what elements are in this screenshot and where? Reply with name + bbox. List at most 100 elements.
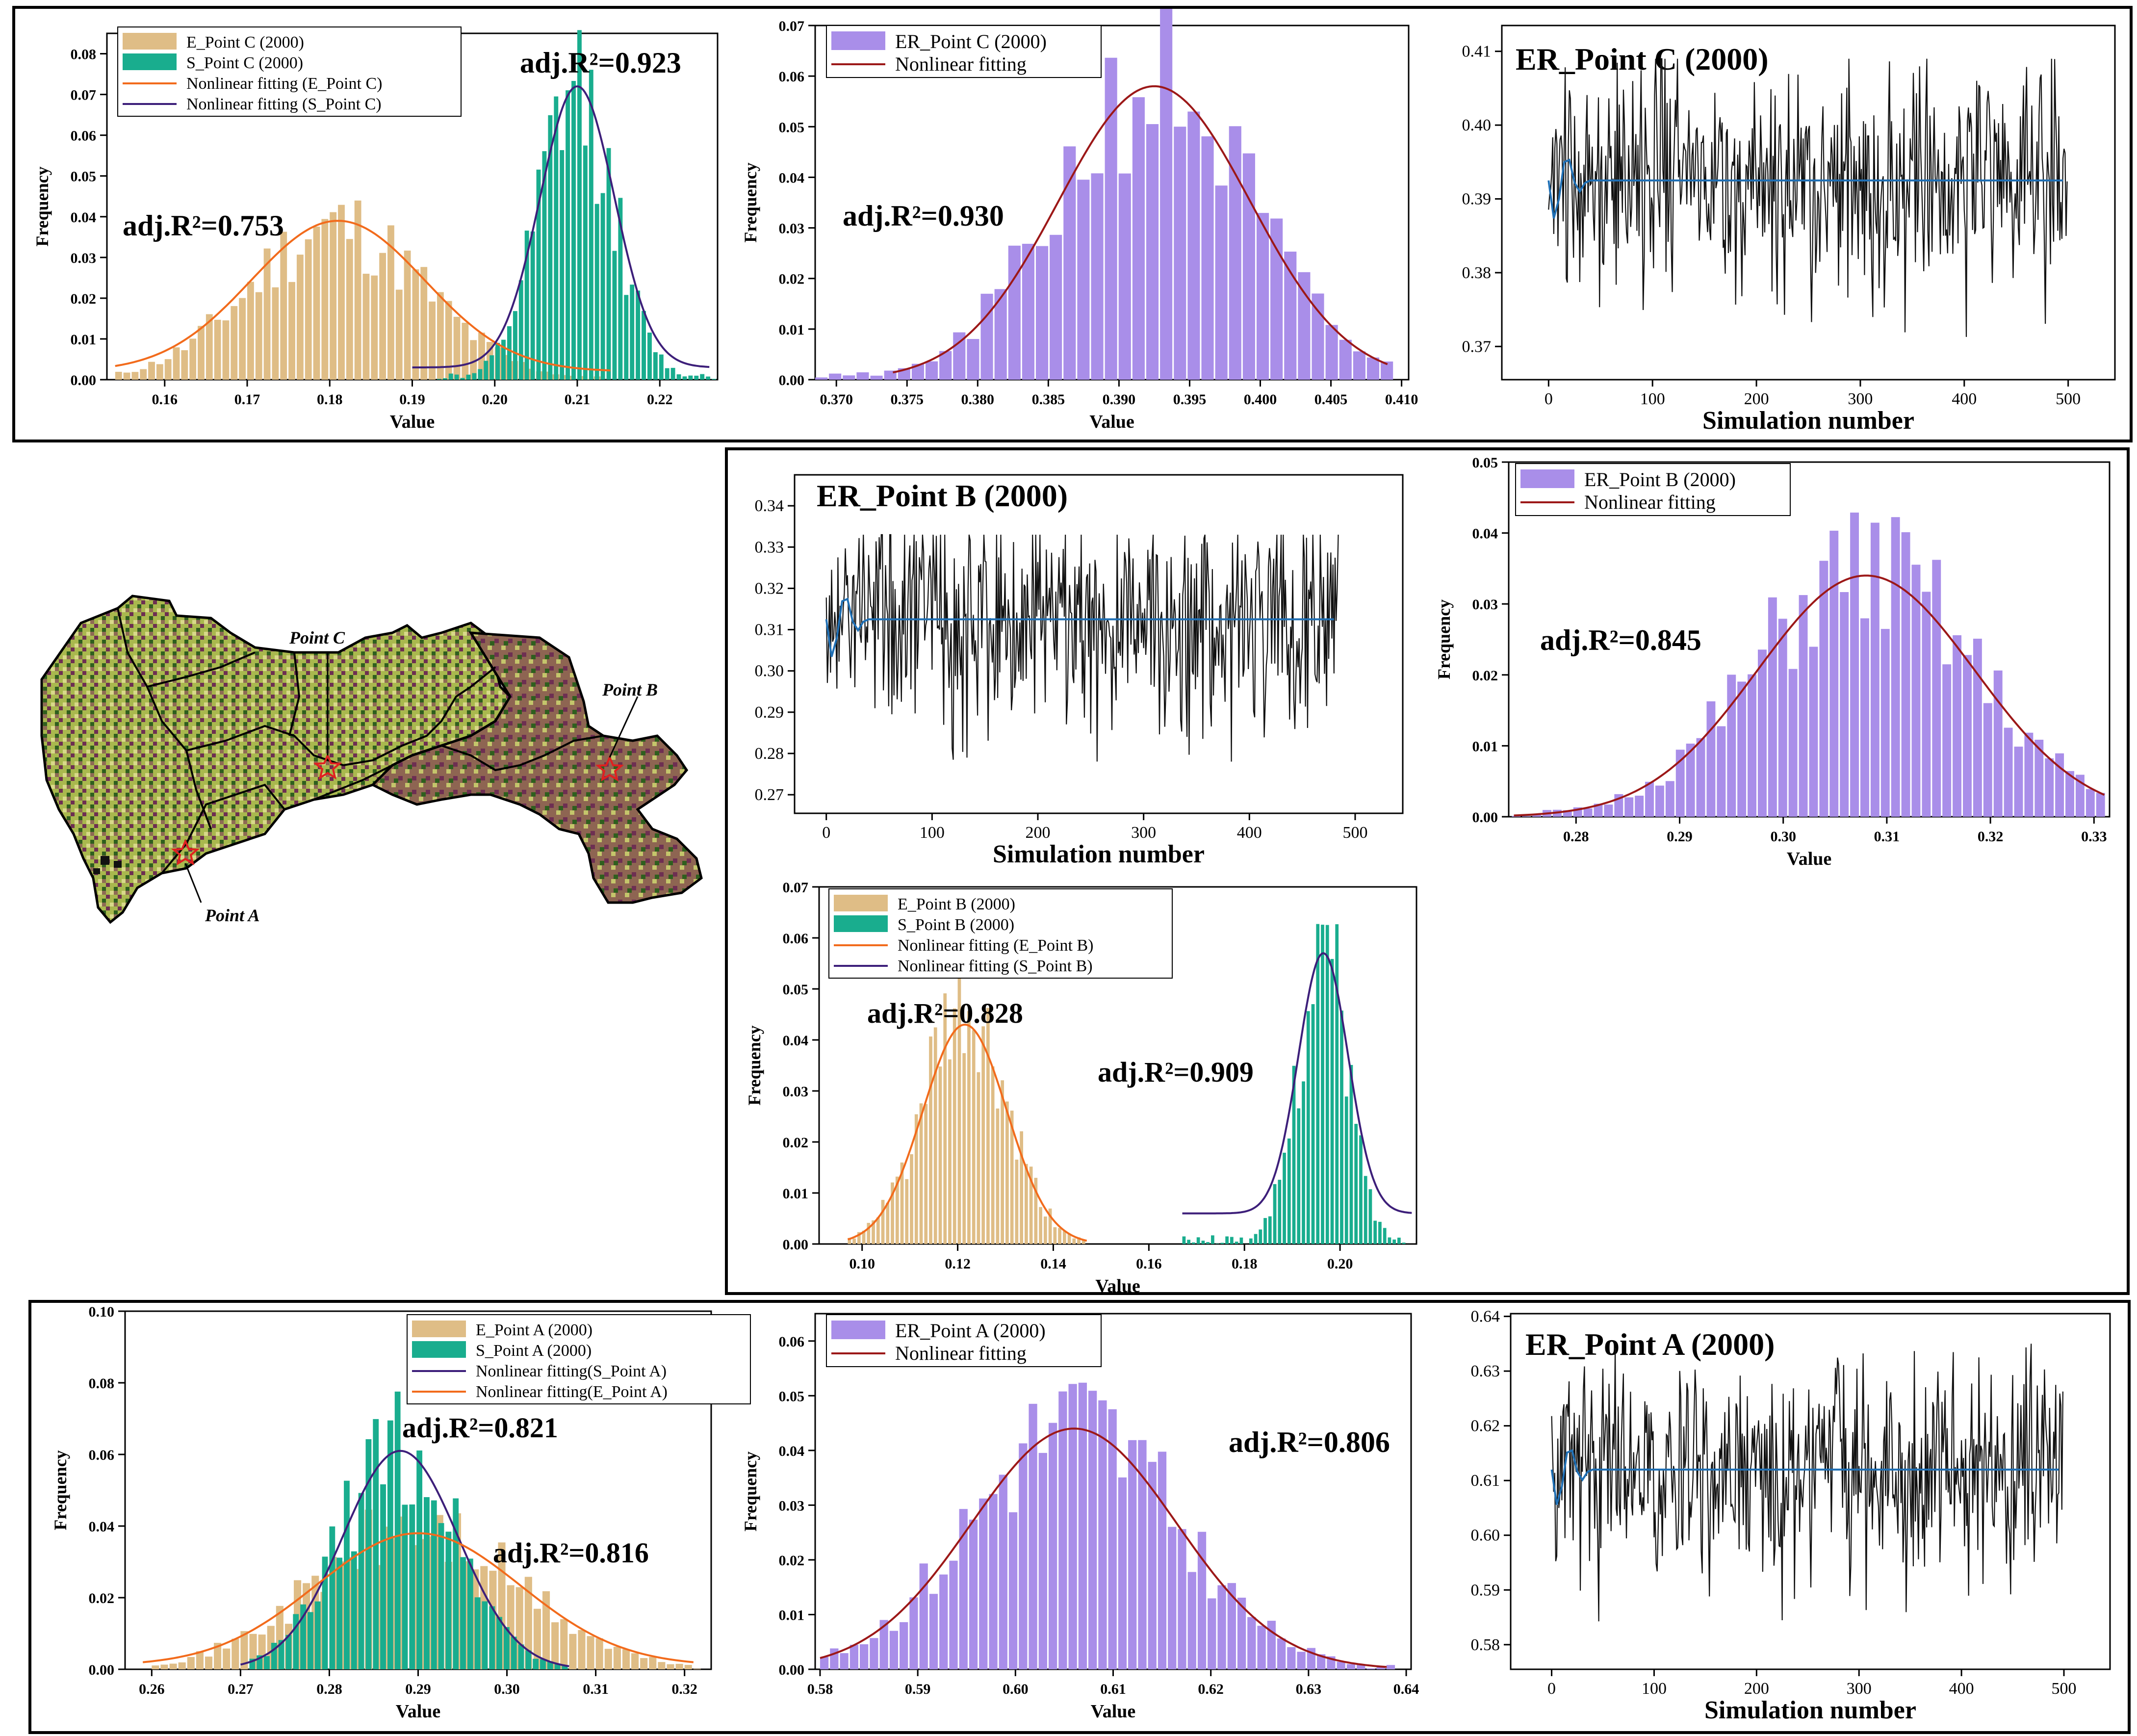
y-tick-label: 0.05	[783, 982, 809, 998]
x-tick-label: 100	[1642, 1680, 1667, 1698]
hist-bar	[829, 373, 842, 380]
x-tick-label: 200	[1744, 1680, 1769, 1698]
simulation-trace	[825, 534, 1339, 762]
hist-bar	[1840, 592, 1849, 817]
hist-bar	[1259, 1229, 1262, 1244]
chart-c_es: 0.16 0.17 0.18 0.19 0.20 0.21 0.22 0.00 0.01 0.02…	[32, 26, 719, 432]
x-tick-label: 500	[2056, 390, 2081, 408]
hist-bar	[1098, 1400, 1107, 1669]
hist-bar	[1973, 639, 1982, 817]
hist-bar	[604, 1649, 612, 1669]
hist-bar	[856, 372, 869, 380]
hist-bar	[1983, 703, 1992, 817]
legend-label: Nonlinear fitting(S_Point A)	[476, 1362, 667, 1380]
hist-bar	[642, 311, 646, 380]
fit-curve	[893, 85, 1388, 374]
x-tick-label: 0.28	[316, 1681, 342, 1697]
x-tick-label: 300	[1848, 390, 1873, 408]
x-tick-label: 0.62	[1198, 1681, 1224, 1697]
legend-label: Nonlinear fitting (E_Point B)	[898, 936, 1093, 955]
legend: E_Point B (2000) S_Point B (2000) Nonlinea…	[828, 888, 1173, 979]
hist-bar	[939, 351, 952, 380]
hist-bar	[305, 239, 312, 380]
hist-bar	[448, 373, 453, 380]
hist-bar	[351, 1551, 357, 1669]
hist-bar	[1220, 1243, 1224, 1244]
hist-bar	[344, 1480, 350, 1669]
hist-bar	[2075, 775, 2085, 817]
hist-bar	[612, 251, 617, 380]
panel-point-b-frame	[725, 447, 2130, 1295]
hist-bar	[1168, 1527, 1177, 1669]
y-tick-label: 0.05	[71, 169, 97, 185]
hist-bar	[1005, 1101, 1009, 1244]
x-tick-label: 400	[1237, 824, 1262, 842]
hist-bar	[618, 198, 623, 380]
hist-bar	[181, 350, 188, 380]
x-tick-label: 0.16	[152, 391, 178, 408]
hist-bar	[1230, 1237, 1234, 1244]
hist-bar	[1192, 1242, 1195, 1244]
hist-bar	[1148, 1462, 1157, 1669]
hist-bar	[547, 1661, 553, 1669]
y-tick-label: 0.06	[71, 128, 97, 144]
fit-curve	[143, 1532, 694, 1663]
hist-bar	[548, 115, 553, 380]
hist-bar	[1068, 1384, 1077, 1669]
hist-bar	[1024, 1164, 1028, 1244]
hist-bar	[1366, 1668, 1375, 1669]
hist-bar	[1201, 1241, 1205, 1244]
hist-bar	[1675, 750, 1685, 817]
running-mean-line	[825, 597, 1334, 657]
callout-lines	[184, 652, 639, 903]
x-tick-label: 0.22	[647, 391, 673, 408]
point-b-star-icon	[595, 755, 624, 782]
x-axis-label: Simulation number	[1704, 1696, 1916, 1724]
hist-bar	[658, 1662, 666, 1669]
hist-bar	[986, 1008, 990, 1244]
x-tick-label: 500	[2052, 1680, 2077, 1698]
chart-b_es: 0.10 0.12 0.14 0.16 0.18 0.20 0.00 0.01 0.02 0.03…	[745, 880, 1417, 1296]
hist-bar	[524, 1577, 532, 1669]
map-landmass-east	[370, 631, 703, 904]
hist-bar	[1880, 629, 1890, 817]
simulation-trace	[1548, 58, 2068, 337]
y-tick-label: 0.06	[89, 1447, 115, 1463]
hist-bar	[478, 369, 483, 380]
hist-bar	[675, 1663, 683, 1669]
hist-bar	[263, 248, 271, 380]
hist-bar	[1922, 592, 1931, 817]
y-tick-label: 0.34	[755, 497, 784, 515]
hist-bar	[562, 1665, 568, 1669]
hist-bar	[706, 376, 711, 380]
hist-bar	[953, 1008, 956, 1244]
legend-label: ER_Point A (2000)	[895, 1320, 1046, 1342]
x-axis-label: Value	[1091, 1701, 1136, 1722]
hist-bar	[1860, 618, 1869, 817]
hist-bar	[1270, 218, 1283, 380]
hist-bar	[630, 285, 635, 380]
hist-bar	[1287, 1138, 1291, 1244]
y-tick-label: 0.31	[755, 621, 784, 639]
hist-bar	[1737, 681, 1747, 817]
hist-bar	[891, 1182, 894, 1244]
hist-bar	[1201, 136, 1214, 380]
simulation-trace	[1551, 1344, 2063, 1622]
y-tick-label: 0.06	[779, 69, 805, 85]
hist-bar	[484, 361, 489, 380]
hist-bar	[919, 1103, 923, 1244]
hist-bar	[460, 1557, 466, 1669]
hist-bar	[1077, 180, 1090, 380]
x-tick-label: 0	[1547, 1680, 1556, 1698]
hist-bar	[437, 379, 441, 380]
hist-bar	[293, 1614, 299, 1669]
hist-bar	[540, 1659, 546, 1669]
hist-bar	[115, 371, 122, 380]
hist-bar	[420, 267, 428, 380]
hist-bar	[1019, 1443, 1028, 1669]
x-tick-label: 0.59	[905, 1681, 931, 1697]
y-tick-label: 0.00	[71, 372, 97, 389]
hist-bar	[1048, 1423, 1057, 1669]
hist-bar	[1317, 1654, 1326, 1669]
